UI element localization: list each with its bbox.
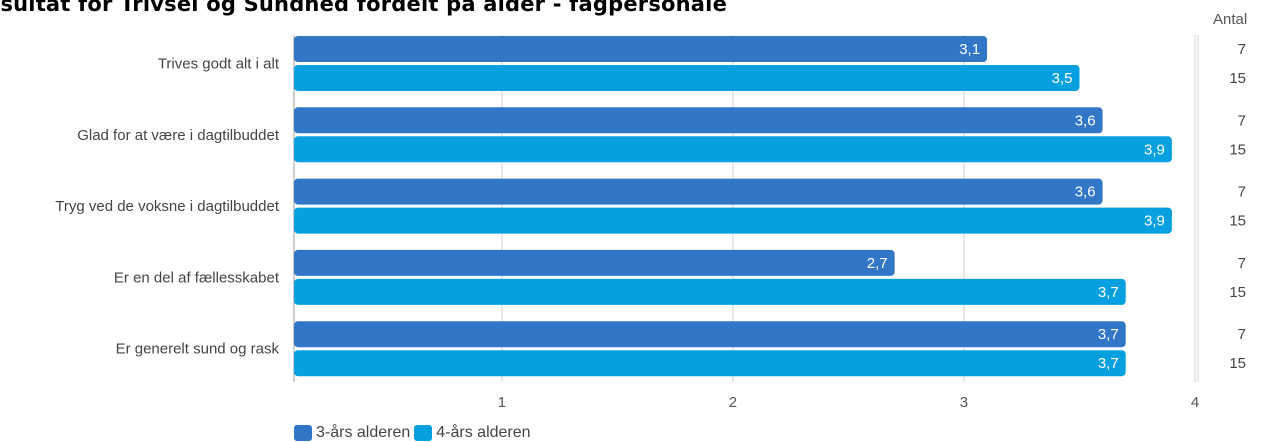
- category-label: Er en del af fællesskabet: [114, 269, 280, 286]
- x-tick-label-3: 3: [960, 394, 968, 411]
- bar-value-label: 3,6: [1075, 184, 1096, 201]
- bar-value-label: 2,7: [867, 255, 888, 272]
- bar-series-1: [294, 249, 895, 276]
- antal-value: 15: [1229, 70, 1246, 87]
- bar-value-label: 3,6: [1075, 112, 1096, 129]
- antal-value: 7: [1238, 326, 1246, 343]
- antal-value: 15: [1229, 355, 1246, 372]
- chart-title: esultat for Trivsel og Sundhed fordelt p…: [0, 0, 728, 16]
- bar-series-1: [294, 178, 1103, 205]
- antal-value: 15: [1229, 284, 1246, 301]
- legend-item-series-1[interactable]: 3-års alderen: [294, 424, 410, 442]
- bar-series-2: [294, 350, 1126, 377]
- legend-swatch-series-1: [294, 425, 312, 441]
- legend-label-series-2: 4-års alderen: [436, 424, 531, 441]
- antal-value: 7: [1238, 41, 1246, 58]
- x-tick-label-1: 1: [498, 394, 506, 411]
- bar-value-label: 3,9: [1144, 213, 1165, 230]
- antal-header: Antal: [1213, 11, 1248, 28]
- legend-item-series-2[interactable]: 4-års alderen: [414, 424, 531, 442]
- category-label: Tryg ved de voksne i dagtilbuddet: [55, 198, 280, 215]
- bar-value-label: 3,5: [1052, 70, 1073, 87]
- category-label: Er generelt sund og rask: [116, 341, 280, 358]
- antal-value: 7: [1238, 112, 1246, 129]
- category-label: Glad for at være i dagtilbuddet: [77, 127, 280, 144]
- legend: 3-års alderen 4-års alderen: [294, 424, 535, 442]
- antal-value: 7: [1238, 255, 1246, 272]
- antal-value: 15: [1229, 213, 1246, 230]
- bar-series-1: [294, 36, 988, 62]
- bar-series-1: [294, 321, 1126, 348]
- antal-value: 15: [1229, 141, 1246, 158]
- bar-series-1: [294, 107, 1103, 134]
- bar-value-label: 3,7: [1098, 355, 1119, 372]
- bar-value-label: 3,1: [959, 41, 980, 58]
- legend-swatch-series-2: [414, 425, 433, 441]
- antal-value: 7: [1238, 184, 1246, 201]
- bar-series-2: [294, 136, 1172, 163]
- x-tick-label-2: 2: [729, 394, 737, 411]
- legend-label-series-1: 3-års alderen: [316, 424, 411, 441]
- bar-series-2: [294, 207, 1172, 234]
- bar-series-2: [294, 278, 1126, 305]
- category-label: Trives godt alt i alt: [158, 56, 280, 73]
- bar-value-label: 3,7: [1098, 284, 1119, 301]
- bar-value-label: 3,7: [1098, 326, 1119, 343]
- bar-series-2: [294, 65, 1080, 91]
- x-tick-label-4: 4: [1191, 394, 1199, 411]
- bar-value-label: 3,9: [1144, 141, 1165, 158]
